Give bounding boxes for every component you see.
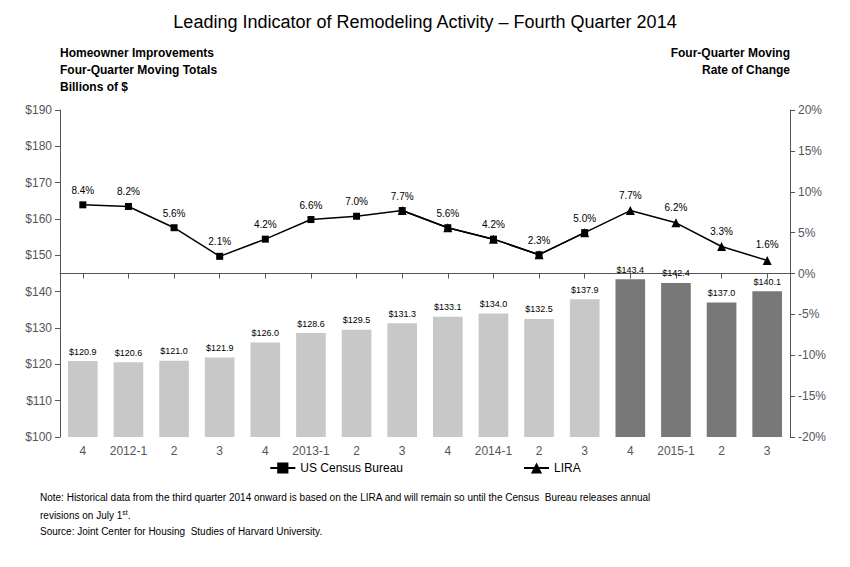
svg-text:7.7%: 7.7%: [391, 191, 414, 202]
svg-text:$120: $120: [25, 357, 52, 371]
svg-text:8.2%: 8.2%: [117, 186, 140, 197]
svg-text:Source: Joint Center for Housi: Source: Joint Center for Housing Studies…: [40, 526, 322, 537]
svg-text:1.6%: 1.6%: [756, 239, 779, 250]
svg-text:$137.0: $137.0: [708, 288, 736, 298]
svg-text:2.3%: 2.3%: [528, 235, 551, 246]
svg-text:$120.9: $120.9: [69, 347, 97, 357]
svg-text:$130: $130: [25, 321, 52, 335]
svg-text:2014-1: 2014-1: [475, 444, 513, 458]
svg-text:3: 3: [581, 444, 588, 458]
svg-text:3: 3: [764, 444, 771, 458]
svg-text:-10%: -10%: [798, 348, 826, 362]
svg-text:3.3%: 3.3%: [710, 226, 733, 237]
svg-text:3: 3: [216, 444, 223, 458]
svg-text:6.2%: 6.2%: [665, 202, 688, 213]
svg-text:15%: 15%: [798, 144, 822, 158]
svg-text:-5%: -5%: [798, 307, 820, 321]
svg-text:2012-1: 2012-1: [110, 444, 148, 458]
svg-text:$160: $160: [25, 212, 52, 226]
svg-text:Rate of Change: Rate of Change: [702, 63, 790, 77]
svg-text:7.0%: 7.0%: [345, 196, 368, 207]
svg-text:2: 2: [353, 444, 360, 458]
svg-text:7.7%: 7.7%: [619, 190, 642, 201]
svg-text:st: st: [122, 509, 128, 516]
svg-text:4.2%: 4.2%: [254, 219, 277, 230]
svg-text:2.1%: 2.1%: [208, 236, 231, 247]
svg-text:$128.6: $128.6: [297, 319, 325, 329]
svg-text:4: 4: [262, 444, 269, 458]
svg-text:4: 4: [444, 444, 451, 458]
svg-text:$137.9: $137.9: [571, 285, 599, 295]
svg-text:LIRA: LIRA: [554, 461, 581, 475]
svg-text:.: .: [128, 510, 131, 521]
svg-text:5.6%: 5.6%: [163, 208, 186, 219]
svg-text:$150: $150: [25, 248, 52, 262]
svg-text:3: 3: [399, 444, 406, 458]
svg-text:$133.1: $133.1: [434, 302, 462, 312]
svg-text:$129.5: $129.5: [343, 315, 371, 325]
svg-text:2: 2: [718, 444, 725, 458]
svg-text:2: 2: [171, 444, 178, 458]
svg-text:$120.6: $120.6: [115, 348, 143, 358]
svg-text:$180: $180: [25, 139, 52, 153]
svg-text:$134.0: $134.0: [480, 299, 508, 309]
svg-text:US Census Bureau: US Census Bureau: [300, 461, 403, 475]
svg-text:2015-1: 2015-1: [657, 444, 695, 458]
svg-text:2013-1: 2013-1: [292, 444, 330, 458]
svg-text:20%: 20%: [798, 103, 822, 117]
svg-text:8.4%: 8.4%: [71, 185, 94, 196]
svg-text:revisions on July 1: revisions on July 1: [40, 510, 123, 521]
svg-text:$126.0: $126.0: [252, 328, 280, 338]
svg-text:$142.4: $142.4: [662, 268, 690, 278]
svg-text:Billions of $: Billions of $: [60, 80, 128, 94]
svg-text:$121.9: $121.9: [206, 343, 234, 353]
svg-text:10%: 10%: [798, 185, 822, 199]
svg-text:$143.4: $143.4: [617, 265, 645, 275]
svg-text:$121.0: $121.0: [160, 346, 188, 356]
svg-text:$140.1: $140.1: [753, 277, 781, 287]
svg-text:-15%: -15%: [798, 389, 826, 403]
svg-text:$131.3: $131.3: [388, 309, 416, 319]
svg-text:0%: 0%: [798, 267, 816, 281]
svg-text:$110: $110: [26, 394, 52, 408]
svg-text:$170: $170: [25, 176, 52, 190]
svg-text:Note: Historical data from the: Note: Historical data from the third qua…: [40, 492, 650, 503]
svg-text:Leading Indicator of Remodelin: Leading Indicator of Remodeling Activity…: [173, 12, 676, 32]
svg-text:6.6%: 6.6%: [300, 200, 323, 211]
svg-text:$132.5: $132.5: [525, 304, 553, 314]
svg-text:Homeowner Improvements: Homeowner Improvements: [60, 46, 214, 60]
svg-text:$100: $100: [25, 430, 52, 444]
svg-text:5.6%: 5.6%: [436, 208, 459, 219]
svg-text:5.0%: 5.0%: [573, 213, 596, 224]
svg-text:$190: $190: [25, 103, 52, 117]
svg-text:4: 4: [79, 444, 86, 458]
svg-text:$140: $140: [25, 285, 52, 299]
svg-text:2: 2: [536, 444, 543, 458]
svg-text:Four-Quarter Moving: Four-Quarter Moving: [671, 46, 790, 60]
svg-text:5%: 5%: [798, 226, 816, 240]
svg-text:Four-Quarter Moving Totals: Four-Quarter Moving Totals: [60, 63, 217, 77]
svg-text:4: 4: [627, 444, 634, 458]
svg-text:-20%: -20%: [798, 430, 826, 444]
svg-text:4.2%: 4.2%: [482, 219, 505, 230]
